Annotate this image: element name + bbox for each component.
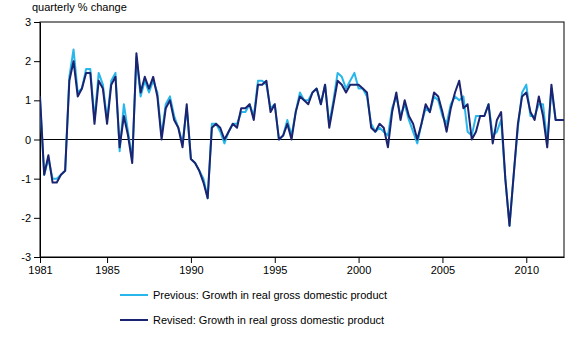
legend-swatch [120, 319, 148, 321]
y-tick-label: 2 [25, 55, 31, 67]
x-tick-mark [442, 257, 443, 263]
y-tick: -3 [21, 251, 40, 263]
plot-frame [40, 22, 564, 257]
legend-label: Previous: Growth in real gross domestic … [153, 289, 387, 301]
x-tick-mark [526, 257, 527, 263]
y-tick: -1 [21, 173, 40, 185]
x-tick-label: 1990 [179, 264, 203, 276]
x-tick-label: 2005 [431, 264, 455, 276]
y-tick-label: 0 [25, 134, 31, 146]
y-tick-mark [34, 140, 40, 141]
x-tick-mark [191, 257, 192, 263]
x-tick: 1990 [179, 257, 203, 276]
y-tick-mark [34, 22, 40, 23]
x-tick-label: 2000 [347, 264, 371, 276]
legend-label: Revised: Growth in real gross domestic p… [153, 314, 384, 326]
x-tick-label: 1981 [28, 264, 52, 276]
y-axis-title: quarterly % change [32, 1, 127, 13]
x-tick: 2010 [515, 257, 539, 276]
x-tick-label: 1985 [95, 264, 119, 276]
x-tick: 2005 [431, 257, 455, 276]
series-group [40, 49, 564, 225]
y-tick-mark [34, 257, 40, 258]
plot: -3 -2 -1 0 1 2 3 1981 1985 1990 1995 2000 2005 2010 [21, 16, 564, 276]
legend: Previous: Growth in real gross domestic … [120, 289, 387, 326]
y-tick: 0 [25, 134, 40, 146]
y-tick-label: -1 [21, 173, 31, 185]
y-tick-mark [34, 100, 40, 101]
y-tick-label: 3 [25, 16, 31, 28]
y-tick: 1 [25, 94, 40, 106]
x-tick-label: 1995 [263, 264, 287, 276]
x-tick-label: 2010 [515, 264, 539, 276]
x-axis: 1981 1985 1990 1995 2000 2005 2010 [28, 257, 564, 276]
y-tick-mark [34, 179, 40, 180]
x-tick-mark [107, 257, 108, 263]
series-line [40, 49, 564, 225]
legend-swatch [120, 294, 148, 296]
x-tick: 1995 [263, 257, 287, 276]
y-tick: 3 [25, 16, 40, 28]
y-tick-label: -2 [21, 212, 31, 224]
y-tick-mark [34, 218, 40, 219]
x-tick-mark [359, 257, 360, 263]
x-axis-line [41, 257, 565, 258]
y-tick-label: -3 [21, 251, 31, 263]
y-tick: 2 [25, 55, 40, 67]
y-axis: -3 -2 -1 0 1 2 3 [21, 16, 40, 263]
x-tick: 2000 [347, 257, 371, 276]
x-tick-mark [40, 257, 41, 263]
y-tick-label: 1 [25, 94, 31, 106]
x-tick: 1981 [28, 257, 52, 276]
y-tick-mark [34, 61, 40, 62]
chart: -3 -2 -1 0 1 2 3 1981 1985 1990 1995 2000 2005 2010 qu… [0, 0, 588, 349]
x-tick: 1985 [95, 257, 119, 276]
x-tick-mark [275, 257, 276, 263]
y-tick: -2 [21, 212, 40, 224]
series-line [40, 53, 564, 225]
